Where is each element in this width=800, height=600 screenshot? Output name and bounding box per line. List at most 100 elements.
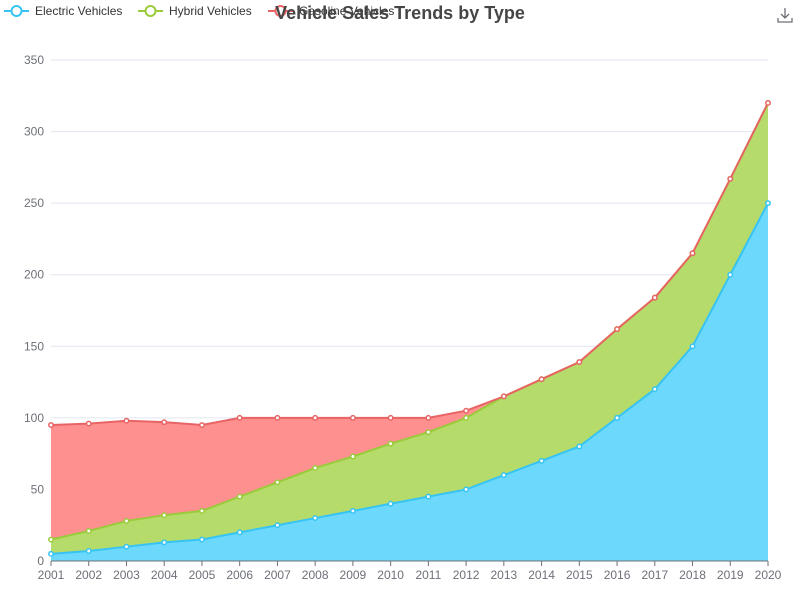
x-tick-label: 2005: [189, 568, 216, 582]
y-tick-label: 150: [24, 339, 44, 353]
x-tick-label: 2001: [38, 568, 65, 582]
data-point-series-1[interactable]: [387, 440, 394, 447]
x-axis-tick-labels: 2001 2002 2003 2004 2005 2006 2007 2008 2009 2010…: [38, 568, 782, 582]
series-lines: [50, 102, 769, 555]
x-tick-label: 2016: [604, 568, 631, 582]
x-tick-label: 2012: [453, 568, 480, 582]
data-point-series-0[interactable]: [198, 536, 205, 543]
y-tick-label: 250: [24, 196, 44, 210]
x-tick-label: 2009: [340, 568, 367, 582]
x-tick-label: 2004: [151, 568, 178, 582]
data-point-series-1[interactable]: [236, 493, 243, 500]
legend-marker: [274, 5, 287, 17]
data-point-series-1[interactable]: [274, 479, 281, 486]
x-tick-label: 2007: [264, 568, 291, 582]
legend-marker: [144, 5, 157, 17]
data-point-series-0[interactable]: [425, 493, 432, 500]
data-point-series-2[interactable]: [538, 376, 545, 383]
series-areas: [51, 102, 768, 561]
y-tick-label: 100: [24, 411, 44, 425]
data-point-series-2[interactable]: [274, 414, 281, 421]
line-series-2: [50, 102, 769, 427]
data-point-series-0[interactable]: [274, 522, 281, 529]
x-tick-label: 2015: [566, 568, 593, 582]
x-tick-label: 2008: [302, 568, 329, 582]
data-point-series-2[interactable]: [161, 419, 168, 426]
download-icon[interactable]: [776, 6, 794, 24]
data-point-series-1[interactable]: [123, 517, 130, 524]
data-point-series-2[interactable]: [198, 422, 205, 428]
area-series-1: [51, 102, 768, 554]
data-point-series-2[interactable]: [651, 294, 658, 301]
legend-item-2[interactable]: Gasoline Vehicles: [268, 4, 394, 18]
chart-title: Vehicle Sales Trends by Type: [275, 3, 525, 23]
grid-lines: [51, 59, 768, 490]
data-point-series-1[interactable]: [48, 536, 54, 543]
legend-label: Hybrid Vehicles: [169, 4, 252, 18]
data-point-series-2[interactable]: [123, 417, 130, 424]
data-point-series-2[interactable]: [85, 420, 92, 427]
data-point-series-2[interactable]: [463, 407, 470, 414]
data-point-series-2[interactable]: [727, 175, 734, 182]
data-point-series-1[interactable]: [85, 527, 92, 534]
data-point-series-0[interactable]: [463, 486, 470, 493]
data-point-series-0[interactable]: [765, 200, 771, 207]
data-point-series-0[interactable]: [614, 414, 621, 421]
data-point-series-1[interactable]: [463, 414, 470, 421]
data-point-series-0[interactable]: [312, 515, 319, 522]
legend: Electric Vehicles Hybrid Vehicles Gasoline…: [4, 4, 394, 18]
data-point-series-0[interactable]: [123, 543, 130, 550]
data-point-series-2[interactable]: [236, 414, 243, 421]
data-point-series-2[interactable]: [500, 393, 507, 400]
data-point-series-2[interactable]: [387, 414, 394, 421]
data-point-series-0[interactable]: [651, 386, 658, 393]
data-point-series-0[interactable]: [727, 271, 734, 278]
data-point-series-2[interactable]: [576, 359, 583, 365]
data-point-series-0[interactable]: [538, 457, 545, 464]
legend-item-0[interactable]: Electric Vehicles: [4, 4, 122, 18]
x-tick-label: 2014: [528, 568, 555, 582]
x-tick-label: 2010: [377, 568, 404, 582]
x-tick-label: 2020: [755, 568, 782, 582]
data-point-series-1[interactable]: [349, 453, 356, 460]
legend-label: Electric Vehicles: [35, 4, 122, 18]
data-point-series-0[interactable]: [85, 548, 92, 554]
data-point-series-0[interactable]: [576, 443, 583, 450]
area-series-0: [51, 203, 768, 561]
data-point-series-2[interactable]: [425, 414, 432, 421]
data-point-series-1[interactable]: [198, 507, 205, 514]
x-tick-label: 2011: [415, 568, 441, 582]
x-tick-label: 2017: [641, 568, 668, 582]
y-tick-label: 300: [24, 125, 44, 139]
data-point-series-2[interactable]: [614, 326, 621, 333]
y-axis-tick-labels: 0 50 100 150 200 250 300 350: [24, 53, 44, 568]
data-point-series-2[interactable]: [48, 422, 54, 428]
data-point-series-0[interactable]: [689, 343, 696, 350]
x-tick-label: 2003: [113, 568, 140, 582]
legend-marker: [10, 5, 23, 17]
x-tick-label: 2006: [226, 568, 253, 582]
data-point-series-2[interactable]: [689, 250, 696, 257]
y-tick-label: 0: [37, 554, 44, 568]
area-series-2: [51, 102, 768, 540]
x-tick-label: 2018: [679, 568, 706, 582]
data-point-series-2[interactable]: [765, 99, 771, 106]
data-point-series-1[interactable]: [161, 512, 168, 519]
data-point-series-0[interactable]: [349, 507, 356, 514]
y-tick-label: 50: [31, 482, 45, 496]
series-points: [48, 99, 771, 557]
data-point-series-2[interactable]: [312, 414, 319, 421]
data-point-series-0[interactable]: [48, 550, 54, 557]
data-point-series-0[interactable]: [387, 500, 394, 507]
data-point-series-0[interactable]: [236, 529, 243, 536]
data-point-series-2[interactable]: [349, 414, 356, 421]
data-point-series-0[interactable]: [500, 472, 507, 479]
y-tick-label: 350: [24, 53, 44, 67]
legend-label: Gasoline Vehicles: [299, 4, 394, 18]
axes: [50, 560, 769, 566]
data-point-series-0[interactable]: [161, 539, 168, 546]
data-point-series-1[interactable]: [425, 429, 432, 436]
data-point-series-1[interactable]: [312, 465, 319, 471]
legend-item-1[interactable]: Hybrid Vehicles: [138, 4, 252, 18]
line-series-0: [50, 202, 769, 555]
